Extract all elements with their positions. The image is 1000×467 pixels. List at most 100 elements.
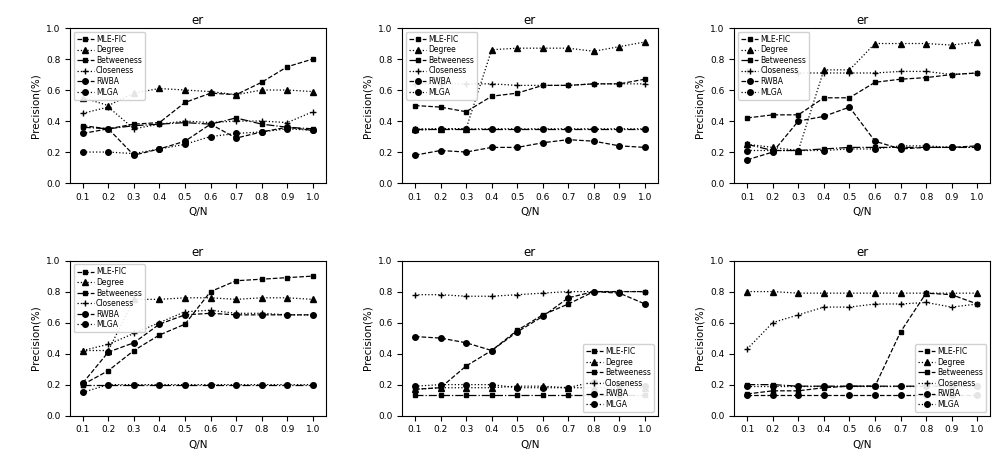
Betweeness — [818, 383, 830, 389]
Closeness — [205, 307, 217, 313]
MLE-FIC — [460, 363, 472, 369]
Legend: MLE-FIC, Degree, Betweeness, Closeness, RWBA, MLGA: MLE-FIC, Degree, Betweeness, Closeness, … — [583, 344, 654, 412]
Closeness — [128, 331, 140, 336]
Degree — [102, 348, 114, 354]
Closeness — [511, 292, 523, 297]
RWBA — [102, 349, 114, 355]
Degree — [179, 87, 191, 93]
MLE-FIC — [307, 56, 319, 62]
RWBA — [843, 393, 855, 398]
Betweeness — [920, 145, 932, 150]
RWBA — [895, 393, 907, 398]
Betweeness — [409, 126, 421, 132]
Closeness — [818, 304, 830, 310]
Line: Betweeness: Betweeness — [80, 115, 315, 131]
RWBA — [511, 329, 523, 335]
RWBA — [946, 145, 958, 150]
Closeness — [613, 81, 625, 87]
MLGA — [562, 126, 574, 132]
Betweeness — [486, 126, 498, 132]
Betweeness — [409, 393, 421, 398]
X-axis label: Q/N: Q/N — [520, 440, 540, 450]
Closeness — [460, 293, 472, 299]
X-axis label: Q/N: Q/N — [188, 440, 208, 450]
MLGA — [767, 148, 779, 153]
MLE-FIC — [971, 301, 983, 307]
Degree — [537, 45, 549, 51]
RWBA — [562, 295, 574, 301]
Line: Degree: Degree — [412, 383, 648, 392]
Betweeness — [435, 393, 447, 398]
Y-axis label: Precision(%): Precision(%) — [363, 306, 373, 370]
Line: MLGA: MLGA — [412, 126, 648, 133]
Betweeness — [895, 145, 907, 150]
MLGA — [946, 145, 958, 150]
Closeness — [895, 301, 907, 307]
Closeness — [77, 348, 89, 354]
Closeness — [562, 289, 574, 294]
RWBA — [77, 380, 89, 386]
Degree — [895, 290, 907, 296]
Degree — [562, 45, 574, 51]
Line: MLE-FIC: MLE-FIC — [745, 291, 980, 396]
Degree — [920, 290, 932, 296]
Line: Closeness: Closeness — [744, 299, 981, 353]
Closeness — [153, 121, 165, 127]
MLE-FIC — [767, 388, 779, 394]
MLE-FIC — [971, 70, 983, 76]
RWBA — [767, 393, 779, 398]
MLE-FIC — [895, 77, 907, 82]
Betweeness — [205, 121, 217, 127]
Legend: MLE-FIC, Degree, Betweeness, Closeness, RWBA, MLGA: MLE-FIC, Degree, Betweeness, Closeness, … — [738, 32, 809, 99]
MLGA — [869, 383, 881, 389]
MLE-FIC — [588, 289, 600, 294]
X-axis label: Q/N: Q/N — [852, 440, 872, 450]
MLE-FIC — [639, 289, 651, 294]
RWBA — [230, 312, 242, 318]
Degree — [256, 295, 268, 301]
Title: er: er — [856, 247, 868, 260]
Betweeness — [460, 126, 472, 132]
Line: RWBA: RWBA — [744, 393, 980, 398]
Closeness — [281, 120, 293, 126]
Line: MLGA: MLGA — [744, 383, 980, 389]
MLGA — [562, 385, 574, 390]
Closeness — [767, 320, 779, 325]
MLE-FIC — [537, 83, 549, 88]
MLGA — [511, 385, 523, 390]
Title: er: er — [192, 247, 204, 260]
Degree — [767, 145, 779, 150]
Betweeness — [205, 382, 217, 388]
Betweeness — [588, 126, 600, 132]
Betweeness — [562, 393, 574, 398]
MLE-FIC — [537, 312, 549, 318]
RWBA — [460, 149, 472, 155]
MLE-FIC — [767, 112, 779, 118]
MLGA — [818, 383, 830, 389]
Betweeness — [102, 126, 114, 132]
Degree — [767, 289, 779, 294]
MLGA — [435, 126, 447, 132]
Betweeness — [128, 123, 140, 128]
MLE-FIC — [307, 273, 319, 279]
MLGA — [281, 382, 293, 388]
MLGA — [971, 145, 983, 150]
Closeness — [741, 69, 753, 74]
Betweeness — [741, 142, 753, 147]
Betweeness — [230, 115, 242, 121]
Closeness — [869, 301, 881, 307]
Closeness — [230, 311, 242, 316]
RWBA — [486, 145, 498, 150]
MLE-FIC — [102, 126, 114, 132]
Closeness — [486, 293, 498, 299]
MLE-FIC — [256, 276, 268, 282]
Degree — [153, 85, 165, 91]
RWBA — [307, 312, 319, 318]
MLE-FIC — [639, 77, 651, 82]
Degree — [128, 297, 140, 302]
Closeness — [639, 289, 651, 294]
RWBA — [818, 393, 830, 398]
Closeness — [179, 118, 191, 124]
Closeness — [562, 83, 574, 88]
RWBA — [613, 143, 625, 149]
